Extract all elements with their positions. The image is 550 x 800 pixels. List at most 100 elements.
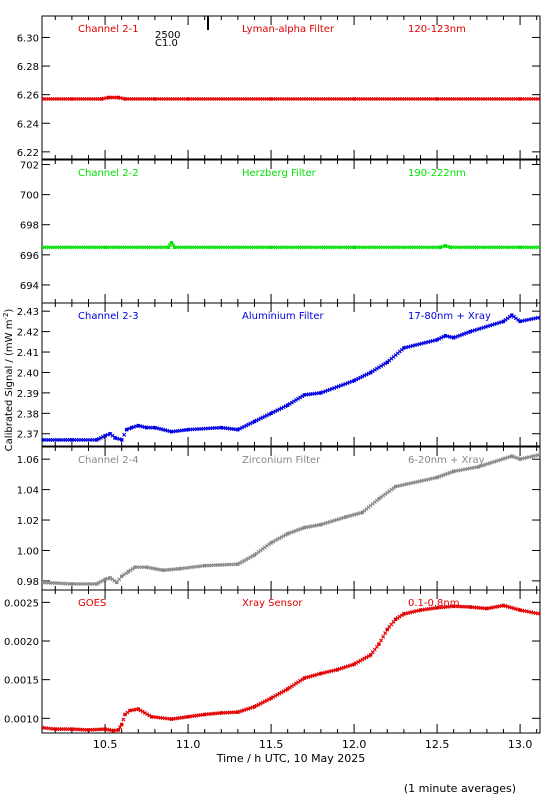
data-point bbox=[344, 515, 348, 519]
data-point bbox=[186, 427, 190, 432]
panel-frame bbox=[41, 589, 541, 734]
y-tick-label: 700 bbox=[20, 191, 39, 202]
data-point bbox=[364, 372, 369, 377]
x-tick-label: 10.5 bbox=[93, 738, 118, 751]
y-tick-label: 0.0020 bbox=[4, 637, 39, 648]
panel-5: 0.0010 0.0015 0.0020 0.0025 GOES Xray Sensor 0… bbox=[4, 589, 541, 734]
data-point bbox=[242, 558, 247, 563]
data-point bbox=[142, 710, 147, 715]
data-point bbox=[244, 423, 249, 428]
panel-frame bbox=[41, 15, 541, 160]
data-point bbox=[538, 612, 540, 616]
data-point bbox=[53, 727, 57, 731]
panel-3: 2.37 2.38 2.39 2.40 2.41 2.42 2.43 Channel 2-3 A… bbox=[17, 302, 541, 447]
data-point bbox=[510, 454, 514, 458]
data-point bbox=[319, 671, 323, 676]
data-point bbox=[279, 690, 284, 695]
data-point bbox=[244, 557, 249, 562]
data-point bbox=[186, 97, 190, 101]
panel-frame bbox=[41, 159, 541, 304]
data-point bbox=[510, 313, 514, 317]
data-point bbox=[279, 406, 284, 411]
data-point bbox=[140, 709, 145, 714]
data-point bbox=[352, 245, 356, 250]
data-point bbox=[374, 366, 379, 371]
data-point bbox=[95, 582, 99, 586]
data-point bbox=[258, 416, 263, 421]
y-tick-label: 6.24 bbox=[17, 119, 39, 130]
data-point bbox=[269, 541, 273, 545]
data-point bbox=[352, 378, 356, 383]
data-point bbox=[451, 336, 456, 340]
data-point bbox=[381, 634, 386, 639]
data-point bbox=[518, 608, 522, 612]
data-point bbox=[144, 565, 149, 569]
data-point bbox=[298, 395, 303, 400]
top-marker: 2500 C1.0 bbox=[155, 16, 209, 49]
data-point bbox=[119, 574, 124, 579]
data-point bbox=[169, 430, 174, 434]
data-point bbox=[360, 657, 365, 662]
data-point bbox=[136, 423, 140, 428]
data-point bbox=[103, 577, 107, 582]
data-point bbox=[70, 438, 74, 442]
data-point bbox=[269, 97, 273, 101]
series-1 bbox=[42, 95, 540, 101]
y-tick-label: 0.0010 bbox=[4, 714, 39, 725]
data-point bbox=[122, 432, 127, 437]
data-point bbox=[264, 698, 269, 703]
data-point bbox=[364, 655, 369, 660]
data-point bbox=[42, 580, 44, 585]
data-point bbox=[360, 374, 365, 379]
data-point bbox=[275, 537, 280, 542]
data-point bbox=[252, 705, 257, 709]
data-point bbox=[98, 435, 103, 440]
data-point bbox=[385, 360, 389, 364]
data-point bbox=[275, 408, 280, 413]
data-point bbox=[103, 434, 107, 438]
data-point bbox=[219, 711, 223, 715]
data-point bbox=[393, 617, 398, 622]
data-point bbox=[451, 469, 456, 474]
data-point bbox=[264, 413, 269, 418]
y-tick-label: 702 bbox=[20, 161, 39, 172]
data-point bbox=[485, 606, 489, 611]
data-point bbox=[285, 532, 290, 536]
x-tick-label: 11.0 bbox=[176, 738, 201, 751]
data-point bbox=[476, 465, 481, 469]
y-tick-label: 6.30 bbox=[17, 33, 39, 44]
data-point bbox=[538, 245, 540, 250]
data-point bbox=[144, 425, 149, 430]
y-axis-label-main: Calibrated Signal / (mW m bbox=[4, 320, 15, 452]
data-point bbox=[246, 422, 251, 427]
data-point bbox=[377, 497, 381, 501]
data-point bbox=[106, 95, 111, 100]
data-point bbox=[443, 244, 448, 248]
y-tick-label: 2.38 bbox=[17, 409, 39, 420]
data-point bbox=[518, 319, 522, 324]
data-point bbox=[260, 700, 265, 705]
data-point bbox=[281, 405, 286, 410]
data-point bbox=[166, 245, 170, 250]
data-point bbox=[501, 319, 506, 324]
data-point bbox=[379, 364, 384, 369]
x-tick-label: 12.5 bbox=[425, 738, 450, 751]
data-point bbox=[360, 510, 365, 515]
panels: 6.22 6.24 6.26 6.28 6.30 Channel 2-1 Lyman-alp… bbox=[4, 15, 541, 734]
x-tick-labels: 10.5 11.0 11.5 12.0 12.5 13.0 bbox=[93, 738, 533, 751]
data-point bbox=[451, 604, 456, 608]
data-point bbox=[246, 556, 251, 561]
data-point bbox=[248, 421, 253, 426]
data-point bbox=[103, 727, 107, 731]
data-point bbox=[439, 335, 444, 340]
data-point bbox=[438, 245, 443, 250]
data-point bbox=[117, 577, 122, 582]
y-tick-label: 6.28 bbox=[17, 62, 39, 73]
data-point bbox=[133, 565, 137, 569]
y-tick-label: 2.41 bbox=[17, 348, 39, 359]
panel-frame bbox=[41, 302, 541, 447]
data-point bbox=[119, 722, 124, 727]
top-marker-label-2: C1.0 bbox=[155, 38, 178, 49]
data-point bbox=[219, 425, 223, 430]
data-point bbox=[372, 367, 377, 372]
